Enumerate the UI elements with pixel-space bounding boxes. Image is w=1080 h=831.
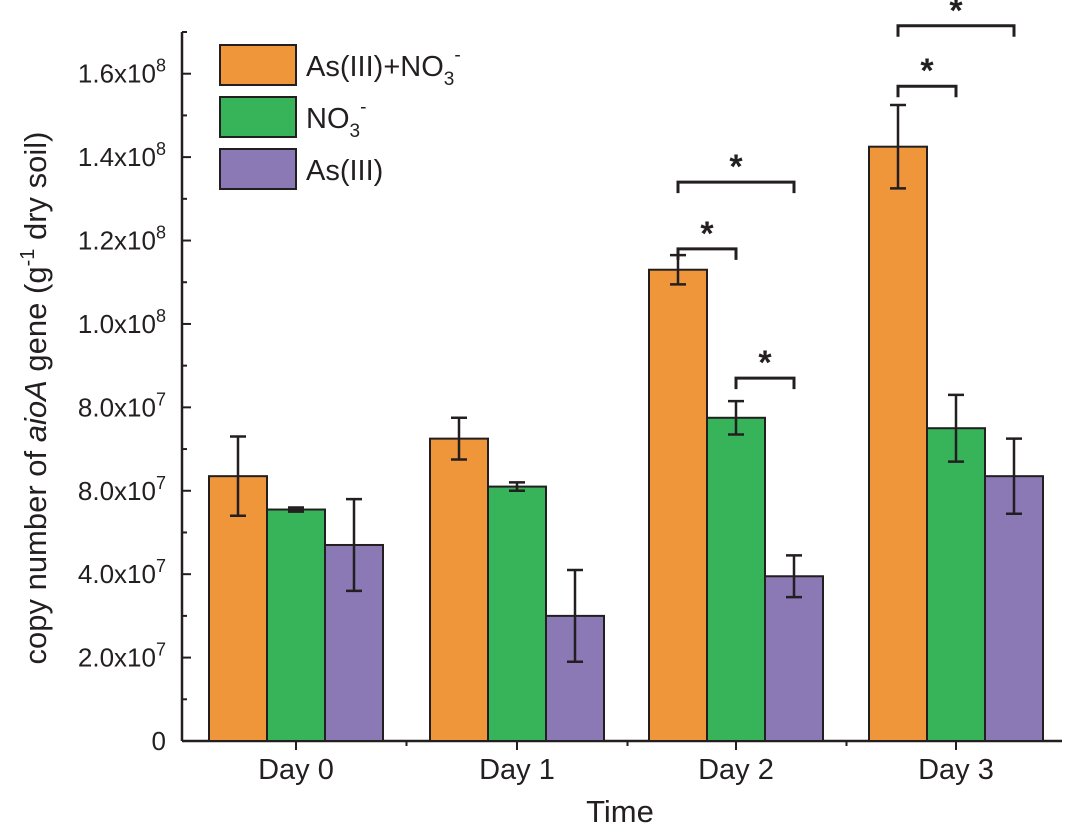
bar [706, 416, 766, 742]
significance-star: * [758, 344, 772, 382]
x-tick-label: Day 1 [479, 754, 555, 786]
y-tick-label: 8.0x107 [78, 473, 166, 506]
legend-swatch [219, 148, 297, 190]
bar [648, 268, 708, 742]
significance-star: * [700, 215, 714, 253]
y-tick-label: 4.0x107 [78, 556, 166, 589]
significance-bracket [676, 180, 796, 194]
y-axis-title: copy number of aioA gene (g-1 dry soil) [17, 131, 53, 664]
error-bar [567, 568, 583, 664]
y-tick-label: 1.6x108 [78, 56, 166, 89]
error-bar [230, 435, 246, 518]
bar [208, 475, 268, 742]
error-bar [948, 393, 964, 463]
error-bar [288, 506, 304, 513]
error-bar [890, 103, 906, 190]
bar [487, 485, 547, 742]
legend-label: As(III) [306, 155, 383, 187]
x-tick-label: Day 3 [918, 754, 994, 786]
bars [208, 103, 1044, 743]
legend-label: As(III)+NO3- [306, 45, 461, 90]
error-bar [728, 399, 744, 436]
y-tick-label: 0 [152, 726, 166, 756]
bar [429, 437, 489, 742]
error-bar [346, 497, 362, 593]
significance-star: * [729, 148, 743, 186]
y-tick-label: 2.0x107 [78, 640, 166, 673]
y-axis-ticks: 0 2.0x107 4.0x107 8.0x107 8.0x107 1.0x108 1.2x… [78, 31, 191, 756]
error-bar [509, 481, 525, 493]
bar [764, 575, 824, 743]
error-bar [451, 416, 467, 461]
significance-star: * [949, 0, 963, 30]
significance-bracket [896, 84, 958, 98]
bar [926, 427, 986, 742]
bar [266, 508, 326, 742]
legend: As(III)+NO3- NO3- As(III) [219, 44, 461, 190]
significance-star: * [920, 52, 934, 90]
x-axis-title: Time [586, 794, 654, 829]
legend-label: NO3- [306, 97, 366, 142]
y-tick-label: 1.0x108 [78, 306, 166, 339]
x-tick-label: Day 2 [698, 754, 774, 786]
y-tick-label: 1.4x108 [78, 139, 166, 172]
significance-brackets: * * * * * [676, 0, 1016, 390]
legend-swatch [219, 44, 297, 86]
significance-bracket [676, 247, 738, 260]
x-axis-categories: Day 0 Day 1 Day 2 Day 3 [258, 741, 994, 786]
significance-bracket [896, 24, 1016, 37]
bar [868, 145, 928, 743]
bar [984, 475, 1044, 742]
x-tick-label: Day 0 [258, 754, 334, 786]
y-tick-label: 8.0x107 [78, 389, 166, 422]
legend-swatch [219, 96, 297, 138]
significance-bracket [734, 376, 796, 390]
error-bar [1006, 437, 1022, 515]
error-bar [786, 554, 802, 599]
y-tick-label: 1.2x108 [78, 223, 166, 256]
